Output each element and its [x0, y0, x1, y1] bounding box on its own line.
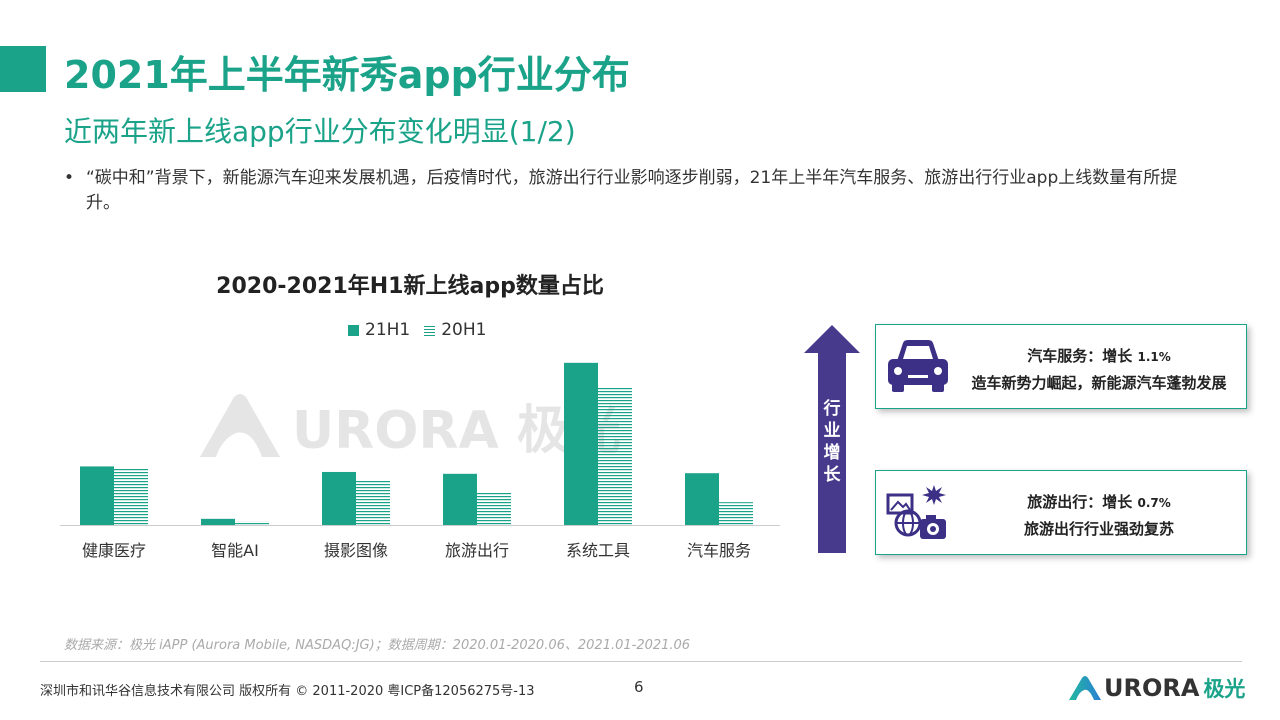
bar-21h1-1: [201, 518, 235, 525]
legend-item-20h1: 20H1: [424, 320, 486, 340]
card-travel: 旅游出行：增长 0.7% 旅游出行行业强劲复苏: [875, 470, 1247, 555]
growth-arrow-label: 行业增长: [823, 399, 841, 485]
x-tick-label: 健康医疗: [82, 541, 146, 560]
bar-20h1-1: [235, 521, 269, 525]
chart-title: 2020-2021年H1新上线app数量占比: [216, 274, 604, 299]
page-number: 6: [634, 678, 644, 696]
x-tick-label: 摄影图像: [324, 541, 388, 560]
car-icon: [886, 337, 950, 397]
card-headline: 汽车服务：增长 1.1%: [958, 343, 1240, 370]
bar-21h1-2: [322, 471, 356, 525]
travel-icon: [886, 483, 950, 545]
x-tick-label: 智能AI: [211, 541, 259, 560]
card-headline-text: 旅游出行：增长: [1027, 493, 1133, 511]
page-title: 2021年上半年新秀app行业分布: [64, 53, 630, 97]
page-subtitle: 近两年新上线app行业分布变化明显(1/2): [64, 115, 576, 148]
x-tick-label: 汽车服务: [687, 541, 751, 560]
growth-arrow: [802, 325, 862, 557]
card-headline-text: 汽车服务：增长: [1027, 347, 1133, 365]
brand-name: URORA: [1104, 674, 1200, 702]
bar-21h1-3: [443, 473, 477, 525]
brand-logo: URORA 极光: [1068, 673, 1245, 703]
bar-20h1-2: [356, 479, 390, 525]
bar-21h1-5: [685, 473, 719, 525]
card-description: 旅游出行行业强劲复苏: [1023, 520, 1174, 538]
title-accent-bar: [0, 46, 46, 92]
brand-name-cn: 极光: [1203, 677, 1246, 701]
aurora-logo-icon: [200, 393, 280, 457]
bar-20h1-0: [114, 468, 148, 525]
card-growth-value: 1.1%: [1137, 350, 1171, 364]
footer-divider: [40, 661, 1242, 662]
bar-21h1-4: [564, 362, 598, 525]
bullet-dot: •: [64, 168, 75, 188]
legend-label-20h1: 20H1: [441, 320, 487, 340]
summary-bullet: • “碳中和”背景下，新能源汽车迎来发展机遇，后疫情时代，旅游出行行业影响逐步削…: [64, 166, 1204, 216]
bar-20h1-4: [598, 386, 632, 525]
chart-legend: 21H1 20H1: [348, 318, 500, 342]
bullet-text: “碳中和”背景下，新能源汽车迎来发展机遇，后疫情时代，旅游出行行业影响逐步削弱，…: [86, 168, 1178, 213]
card-auto-service: 汽车服务：增长 1.1% 造车新势力崛起，新能源汽车蓬勃发展: [875, 324, 1247, 409]
legend-swatch-21h1: [348, 324, 359, 336]
x-tick-label: 旅游出行: [445, 541, 509, 560]
bar-chart: 健康医疗 智能AI 摄影图像 旅游出行 系统工具 汽车服务: [60, 362, 780, 560]
aurora-brand-icon: [1069, 676, 1101, 700]
data-source-note: 数据来源：极光 iAPP (Aurora Mobile, NASDAQ:JG)；…: [64, 638, 691, 653]
footer-copyright: 深圳市和讯华谷信息技术有限公司 版权所有 © 2011-2020 粤ICP备12…: [40, 684, 535, 699]
card-description: 造车新势力崛起，新能源汽车蓬勃发展: [971, 374, 1227, 392]
legend-label-21h1: 21H1: [365, 320, 411, 340]
bar-20h1-5: [719, 502, 753, 525]
card-growth-value: 0.7%: [1137, 496, 1171, 510]
legend-item-21h1: 21H1: [348, 320, 410, 340]
legend-swatch-20h1: [424, 324, 436, 336]
x-tick-label: 系统工具: [566, 541, 630, 560]
bar-20h1-3: [477, 491, 511, 525]
card-headline: 旅游出行：增长 0.7%: [958, 489, 1240, 516]
bar-21h1-0: [80, 466, 114, 525]
